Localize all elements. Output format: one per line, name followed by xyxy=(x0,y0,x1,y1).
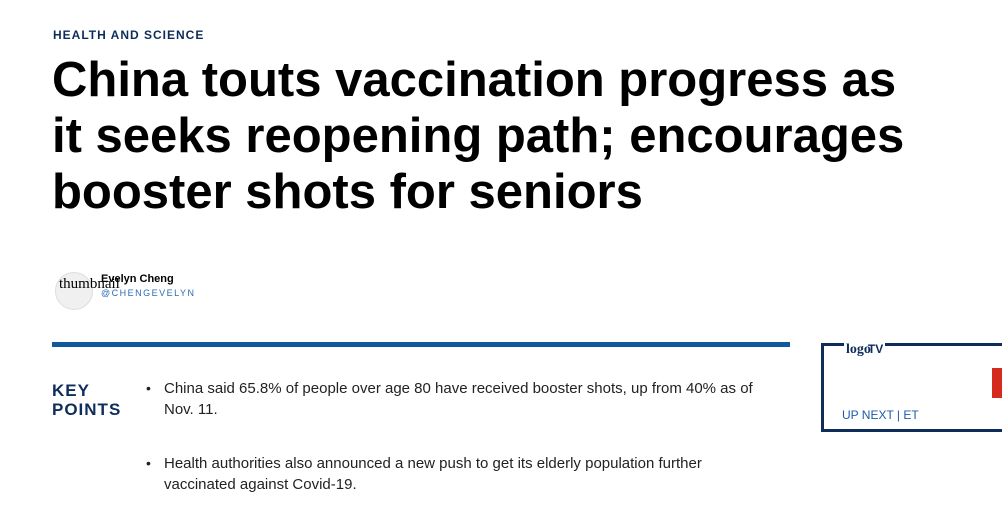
key-points-heading: KEY POINTS xyxy=(52,381,121,419)
up-next-widget[interactable]: logoTV UP NEXT | ET xyxy=(821,342,1002,432)
key-point-text: Health authorities also announced a new … xyxy=(164,455,702,493)
key-points-heading-line-2: POINTS xyxy=(52,400,122,419)
headline-line-2: it seeks reopening path; encourages xyxy=(52,109,905,163)
author-twitter-handle[interactable]: @CHENGEVELYN xyxy=(101,288,196,298)
bullet-icon: • xyxy=(146,380,151,396)
tv-logo-alt-text: logo xyxy=(846,342,871,357)
author-avatar[interactable]: thumbnail xyxy=(55,272,120,310)
author-name[interactable]: Evelyn Cheng xyxy=(101,273,174,285)
author-avatar-alt-text: thumbnail xyxy=(59,276,120,292)
up-next-label[interactable]: UP NEXT | ET xyxy=(842,408,919,422)
key-points-list: • China said 65.8% of people over age 80… xyxy=(146,378,766,515)
key-points-divider xyxy=(52,342,790,347)
section-label[interactable]: HEALTH AND SCIENCE xyxy=(53,28,205,42)
key-point-text: China said 65.8% of people over age 80 h… xyxy=(164,380,753,418)
tv-logo-icon[interactable]: logoTV xyxy=(844,342,886,358)
headline-line-1: China touts vaccination progress as xyxy=(52,53,897,107)
bullet-icon: • xyxy=(146,455,151,471)
key-point-item: • Health authorities also announced a ne… xyxy=(146,453,766,495)
article-headline: China touts vaccination progress as it s… xyxy=(52,52,1002,220)
tv-logo-label: TV xyxy=(867,342,884,356)
live-thumbnail[interactable] xyxy=(992,368,1002,398)
headline-line-3: booster shots for seniors xyxy=(52,165,643,219)
key-point-item: • China said 65.8% of people over age 80… xyxy=(146,378,766,420)
key-points-heading-line-1: KEY xyxy=(52,381,90,400)
